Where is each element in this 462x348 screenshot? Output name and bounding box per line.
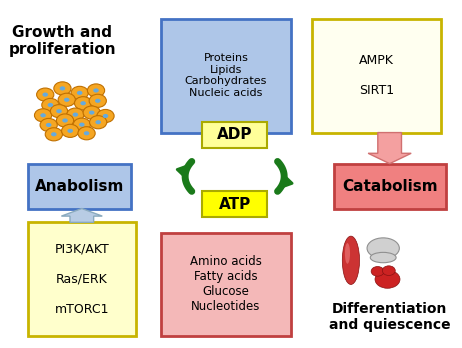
Ellipse shape [89,110,95,114]
Ellipse shape [51,132,57,136]
Text: Growth and
proliferation: Growth and proliferation [9,25,116,57]
Ellipse shape [46,123,51,127]
Ellipse shape [97,109,114,122]
Ellipse shape [54,82,71,95]
Ellipse shape [342,236,359,284]
Ellipse shape [45,128,62,141]
Ellipse shape [93,88,99,93]
Ellipse shape [73,118,91,131]
Ellipse shape [375,270,400,288]
FancyBboxPatch shape [28,222,136,336]
Ellipse shape [60,86,65,90]
Text: AMPK

SIRT1: AMPK SIRT1 [359,54,394,97]
Ellipse shape [83,106,100,119]
Ellipse shape [56,114,73,127]
Ellipse shape [62,118,68,122]
Ellipse shape [40,118,57,132]
Ellipse shape [36,88,54,101]
Ellipse shape [345,243,350,264]
Text: ATP: ATP [219,197,251,212]
Ellipse shape [95,99,101,103]
FancyBboxPatch shape [202,191,267,217]
Ellipse shape [58,93,75,106]
Ellipse shape [367,238,399,259]
Ellipse shape [48,103,53,107]
FancyBboxPatch shape [162,19,291,133]
FancyBboxPatch shape [312,19,441,133]
Ellipse shape [74,97,92,110]
Ellipse shape [370,252,396,263]
FancyBboxPatch shape [162,233,291,336]
Ellipse shape [42,98,59,111]
Ellipse shape [64,98,70,102]
FancyBboxPatch shape [202,122,267,148]
Polygon shape [61,208,102,222]
Ellipse shape [71,86,88,100]
Ellipse shape [43,93,48,97]
Ellipse shape [371,267,384,276]
FancyBboxPatch shape [334,164,446,208]
Ellipse shape [67,129,73,133]
Ellipse shape [78,127,95,140]
Ellipse shape [84,131,89,135]
Ellipse shape [61,124,79,137]
Polygon shape [368,133,411,164]
Ellipse shape [40,113,46,117]
Text: Differentiation
and quiescence: Differentiation and quiescence [329,302,450,332]
Ellipse shape [383,266,395,276]
Ellipse shape [80,101,86,105]
Text: Proteins
Lipids
Carbohydrates
Nucleic acids: Proteins Lipids Carbohydrates Nucleic ac… [185,53,267,98]
Ellipse shape [56,109,62,113]
Text: Catabolism: Catabolism [342,179,438,193]
Ellipse shape [77,91,83,95]
Text: Amino acids
Fatty acids
Glucose
Nucleotides: Amino acids Fatty acids Glucose Nucleoti… [190,255,262,314]
Ellipse shape [95,120,101,124]
Ellipse shape [90,116,107,129]
Ellipse shape [50,105,67,118]
Ellipse shape [87,84,104,97]
Ellipse shape [79,122,85,127]
FancyBboxPatch shape [28,164,131,208]
Ellipse shape [103,114,108,118]
Text: ADP: ADP [217,127,252,142]
Text: PI3K/AKT

Ras/ERK

mTORC1: PI3K/AKT Ras/ERK mTORC1 [55,243,109,316]
Ellipse shape [73,112,78,117]
Ellipse shape [89,94,106,108]
Ellipse shape [35,109,52,122]
Text: Anabolism: Anabolism [35,179,124,193]
Ellipse shape [67,108,84,121]
